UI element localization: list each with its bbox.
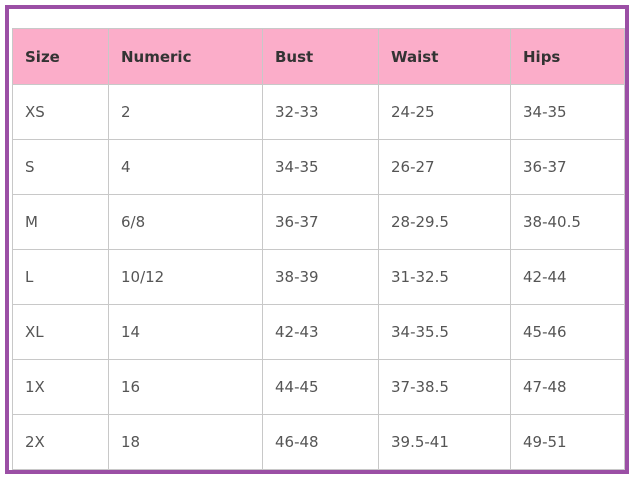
table-cell: S xyxy=(12,139,109,195)
table-cell: 42-43 xyxy=(262,304,379,360)
table-cell: 16 xyxy=(108,359,263,415)
table-row: 1X 16 44-45 37-38.5 47-48 xyxy=(12,359,625,415)
table-cell: 2 xyxy=(108,84,263,140)
table-cell: 14 xyxy=(108,304,263,360)
table-row: S 4 34-35 26-27 36-37 xyxy=(12,139,625,195)
table-cell: 44-45 xyxy=(262,359,379,415)
table-cell: XS xyxy=(12,84,109,140)
table-cell: 45-46 xyxy=(510,304,625,360)
table-cell: 46-48 xyxy=(262,414,379,470)
table-cell: 26-27 xyxy=(378,139,511,195)
size-chart-table: Size Numeric Bust Waist Hips XS 2 32-33 24-25 34… xyxy=(12,28,625,470)
table-cell: 34-35.5 xyxy=(378,304,511,360)
header-row: Size Numeric Bust Waist Hips xyxy=(12,28,625,85)
table-row: L 10/12 38-39 31-32.5 42-44 xyxy=(12,249,625,305)
table-cell: 18 xyxy=(108,414,263,470)
table-cell: 47-48 xyxy=(510,359,625,415)
table-row: M 6/8 36-37 28-29.5 38-40.5 xyxy=(12,194,625,250)
table-cell: 34-35 xyxy=(262,139,379,195)
table-cell: 1X xyxy=(12,359,109,415)
table-cell: 28-29.5 xyxy=(378,194,511,250)
table-cell: L xyxy=(12,249,109,305)
table-cell: 38-40.5 xyxy=(510,194,625,250)
table-cell: 37-38.5 xyxy=(378,359,511,415)
table-cell: 4 xyxy=(108,139,263,195)
table-cell: 49-51 xyxy=(510,414,625,470)
column-header: Size xyxy=(12,28,109,85)
table-cell: 36-37 xyxy=(262,194,379,250)
table-cell: 32-33 xyxy=(262,84,379,140)
table-cell: 6/8 xyxy=(108,194,263,250)
table-cell: 38-39 xyxy=(262,249,379,305)
table-cell: 34-35 xyxy=(510,84,625,140)
column-header: Numeric xyxy=(108,28,263,85)
table-cell: 31-32.5 xyxy=(378,249,511,305)
table-row: 2X 18 46-48 39.5-41 49-51 xyxy=(12,414,625,470)
table-cell: 39.5-41 xyxy=(378,414,511,470)
column-header: Waist xyxy=(378,28,511,85)
table-cell: 24-25 xyxy=(378,84,511,140)
table-cell: XL xyxy=(12,304,109,360)
column-header: Bust xyxy=(262,28,379,85)
table-row: XS 2 32-33 24-25 34-35 xyxy=(12,84,625,140)
table-cell: M xyxy=(12,194,109,250)
table-row: XL 14 42-43 34-35.5 45-46 xyxy=(12,304,625,360)
column-header: Hips xyxy=(510,28,625,85)
table-cell: 36-37 xyxy=(510,139,625,195)
table-cell: 2X xyxy=(12,414,109,470)
table-cell: 42-44 xyxy=(510,249,625,305)
table-cell: 10/12 xyxy=(108,249,263,305)
